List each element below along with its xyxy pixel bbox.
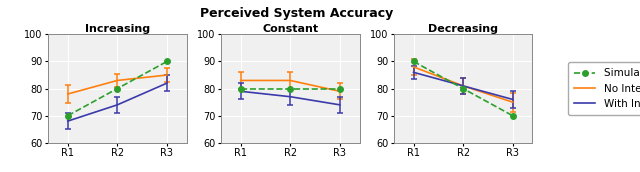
Simulated Accuracy [410, 60, 417, 62]
Line: Simulated Accuracy: Simulated Accuracy [238, 86, 342, 91]
Line: Simulated Accuracy: Simulated Accuracy [65, 59, 170, 119]
Title: Constant: Constant [262, 24, 318, 34]
Simulated Accuracy [64, 115, 72, 117]
Line: Simulated Accuracy: Simulated Accuracy [411, 59, 515, 119]
Simulated Accuracy [509, 115, 516, 117]
Title: Increasing: Increasing [84, 24, 150, 34]
Simulated Accuracy [237, 88, 244, 90]
Simulated Accuracy [113, 88, 121, 90]
Simulated Accuracy [336, 88, 344, 90]
Text: Perceived System Accuracy: Perceived System Accuracy [200, 7, 393, 20]
Legend: Simulated Accuracy, No Interaction, With Interaction: Simulated Accuracy, No Interaction, With… [568, 62, 640, 115]
Simulated Accuracy [163, 60, 171, 62]
Title: Decreasing: Decreasing [428, 24, 498, 34]
Simulated Accuracy [286, 88, 294, 90]
Simulated Accuracy [460, 88, 467, 90]
